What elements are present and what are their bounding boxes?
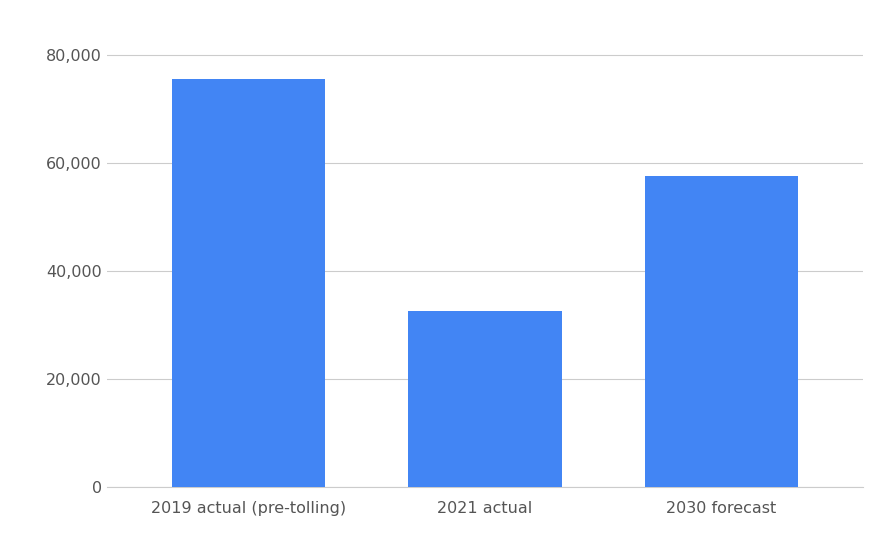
Bar bbox=[644, 176, 798, 487]
Bar bbox=[409, 311, 562, 487]
Bar bbox=[172, 79, 326, 487]
